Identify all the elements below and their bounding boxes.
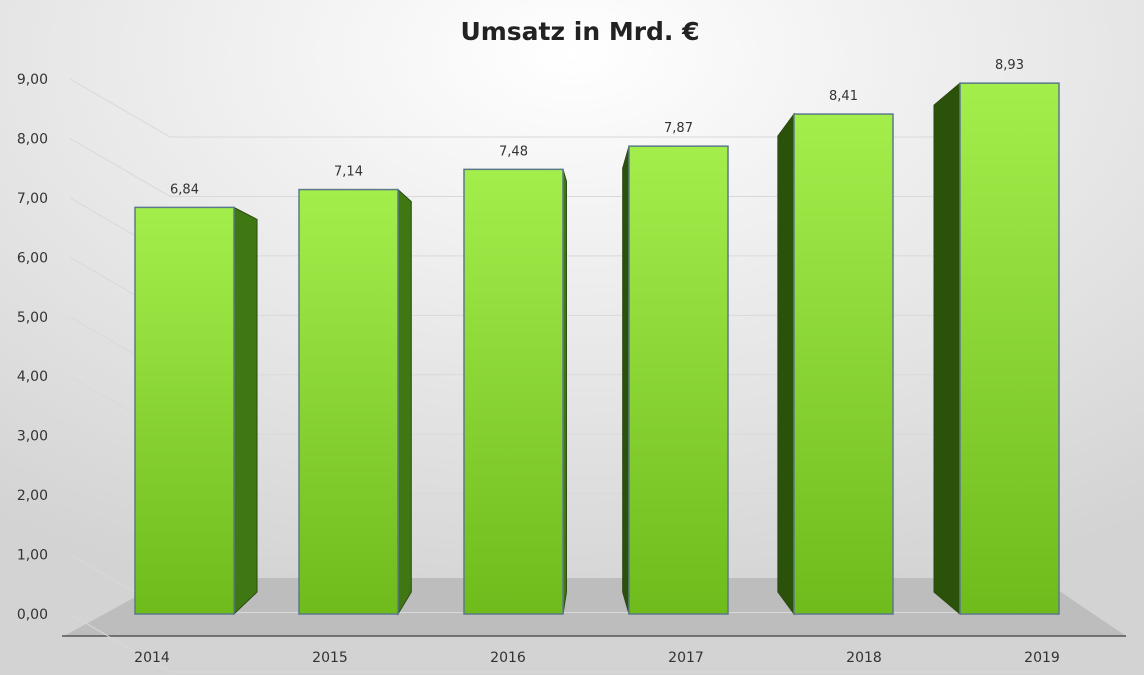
bar-side-face bbox=[777, 112, 795, 616]
y-tick-label: 4,00 bbox=[17, 369, 48, 385]
bar-side-face bbox=[622, 146, 630, 615]
x-tick-label: 2015 bbox=[312, 650, 348, 666]
bar-front-face bbox=[463, 168, 564, 615]
data-label: 8,41 bbox=[829, 89, 858, 104]
y-tick-label: 2,00 bbox=[17, 488, 48, 504]
x-tick-label: 2019 bbox=[1024, 650, 1060, 666]
y-tick-label: 1,00 bbox=[17, 548, 48, 564]
y-tick-label: 3,00 bbox=[17, 429, 48, 445]
chart-title: Umsatz in Mrd. € bbox=[460, 17, 699, 46]
data-label: 8,93 bbox=[995, 58, 1024, 73]
bar-front-face bbox=[298, 188, 399, 615]
x-tick-label: 2014 bbox=[134, 650, 170, 666]
y-tick-label: 7,00 bbox=[17, 191, 48, 207]
y-tick-label: 5,00 bbox=[17, 310, 48, 326]
x-axis-ticks: 2014 2015 2016 2017 2018 2019 bbox=[134, 650, 1060, 666]
x-tick-label: 2017 bbox=[668, 650, 704, 666]
data-label: 7,14 bbox=[334, 165, 363, 180]
bar bbox=[933, 82, 1060, 616]
bar-front-face bbox=[793, 113, 894, 615]
bars bbox=[134, 82, 1060, 616]
x-tick-label: 2016 bbox=[490, 650, 526, 666]
bar-front-face bbox=[959, 82, 1060, 615]
y-tick-label: 9,00 bbox=[17, 72, 48, 88]
bar-front-face bbox=[134, 206, 235, 615]
y-tick-label: 0,00 bbox=[17, 607, 48, 623]
y-axis-ticks: 0,00 1,00 2,00 3,00 4,00 5,00 6,00 7,00 8,00 9,00 bbox=[17, 72, 48, 623]
bar-side-face bbox=[397, 188, 412, 616]
bar bbox=[463, 168, 567, 615]
gridline bbox=[69, 78, 1040, 138]
data-labels: 6,84 7,14 7,48 7,87 8,41 8,93 bbox=[170, 58, 1024, 197]
bar bbox=[777, 112, 894, 616]
bar-side-face bbox=[933, 82, 961, 616]
x-tick-label: 2018 bbox=[846, 650, 882, 666]
data-label: 7,48 bbox=[499, 144, 528, 159]
bar bbox=[298, 188, 412, 616]
bar-front-face bbox=[628, 145, 729, 615]
gridline bbox=[69, 613, 1040, 673]
bar-side-face bbox=[233, 206, 258, 616]
data-label: 6,84 bbox=[170, 182, 199, 197]
bar bbox=[134, 206, 258, 616]
y-tick-label: 6,00 bbox=[17, 250, 48, 266]
data-label: 7,87 bbox=[664, 121, 693, 136]
y-tick-label: 8,00 bbox=[17, 131, 48, 147]
bar bbox=[622, 145, 729, 615]
